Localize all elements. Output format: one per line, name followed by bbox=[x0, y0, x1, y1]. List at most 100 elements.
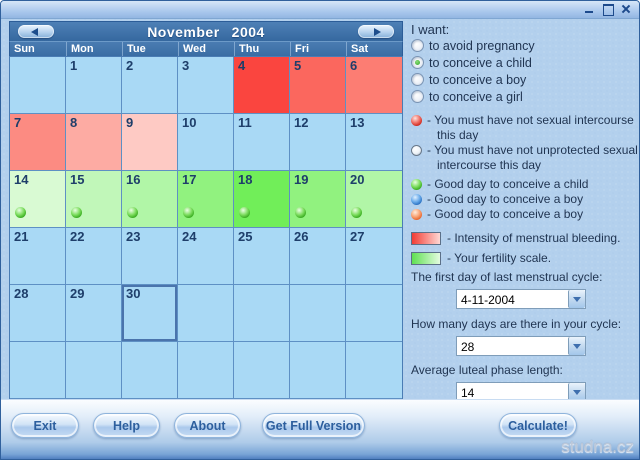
day-cell-15[interactable]: 15 bbox=[66, 171, 122, 228]
combo-dropdown-button[interactable] bbox=[568, 337, 585, 355]
day-cell-empty[interactable] bbox=[290, 285, 346, 342]
day-cell-18[interactable]: 18 bbox=[234, 171, 290, 228]
legend-text: - Good day to conceive a boy bbox=[427, 192, 584, 206]
form-field-label: How many days are there in your cycle: bbox=[411, 317, 622, 331]
goal-option-label: to avoid pregnancy bbox=[429, 38, 535, 53]
radio-icon[interactable] bbox=[411, 56, 424, 69]
combo-value: 28 bbox=[461, 340, 475, 354]
day-number: 23 bbox=[126, 229, 141, 244]
day-number: 10 bbox=[182, 115, 197, 130]
help-button[interactable]: Help bbox=[93, 413, 160, 438]
day-cell-empty[interactable] bbox=[346, 342, 402, 399]
chevron-down-icon bbox=[573, 389, 581, 395]
calendar-grid: 1 2 3 4 5 6 7 8 9 10 11 12 13 14 15 16 17 18 19 20 21 22 23 24 2… bbox=[9, 56, 403, 400]
day-cell-20[interactable]: 20 bbox=[346, 171, 402, 228]
day-cell-29[interactable]: 29 bbox=[66, 285, 122, 342]
day-cell-16[interactable]: 16 bbox=[122, 171, 178, 228]
combo-dropdown-button[interactable] bbox=[568, 383, 585, 401]
day-cell-11[interactable]: 11 bbox=[234, 114, 290, 171]
next-month-button[interactable] bbox=[358, 25, 394, 38]
day-cell-empty[interactable] bbox=[122, 342, 178, 399]
goal-radio-group: to avoid pregnancy to conceive a child to … bbox=[411, 37, 639, 105]
goal-option-2[interactable]: to conceive a boy bbox=[411, 71, 639, 88]
day-cell-12[interactable]: 12 bbox=[290, 114, 346, 171]
weekday-label-sat: Sat bbox=[346, 42, 402, 56]
day-cell-5[interactable]: 5 bbox=[290, 57, 346, 114]
day-number: 15 bbox=[70, 172, 85, 187]
day-cell-19[interactable]: 19 bbox=[290, 171, 346, 228]
day-cell-22[interactable]: 22 bbox=[66, 228, 122, 285]
day-number: 17 bbox=[182, 172, 197, 187]
day-cell-4[interactable]: 4 bbox=[234, 57, 290, 114]
day-number: 22 bbox=[70, 229, 85, 244]
day-number: 7 bbox=[14, 115, 22, 130]
day-number: 14 bbox=[14, 172, 29, 187]
day-cell-empty[interactable] bbox=[346, 285, 402, 342]
day-cell-10[interactable]: 10 bbox=[178, 114, 234, 171]
scale-legend: - Intensity of menstrual bleeding. - Your… bbox=[411, 230, 639, 266]
radio-icon[interactable] bbox=[411, 73, 424, 86]
legend-text: - Good day to conceive a boy bbox=[427, 207, 584, 221]
combo-field-1[interactable]: 28 bbox=[456, 336, 586, 356]
goal-option-0[interactable]: to avoid pregnancy bbox=[411, 37, 639, 54]
combo-value: 4-11-2004 bbox=[461, 293, 515, 307]
day-cell-21[interactable]: 21 bbox=[10, 228, 66, 285]
day-cell-3[interactable]: 3 bbox=[178, 57, 234, 114]
day-cell-7[interactable]: 7 bbox=[10, 114, 66, 171]
legend-text: - Intensity of menstrual bleeding. bbox=[447, 231, 621, 245]
day-cell-2[interactable]: 2 bbox=[122, 57, 178, 114]
exit-button[interactable]: Exit bbox=[11, 413, 79, 438]
day-number: 29 bbox=[70, 286, 85, 301]
minimize-button[interactable] bbox=[583, 3, 597, 15]
day-cell-17[interactable]: 17 bbox=[178, 171, 234, 228]
day-cell-empty[interactable] bbox=[10, 342, 66, 399]
settings-panel: I want: to avoid pregnancy to conceive a … bbox=[411, 19, 639, 402]
day-cell-23[interactable]: 23 bbox=[122, 228, 178, 285]
day-cell-14[interactable]: 14 bbox=[10, 171, 66, 228]
goal-option-1[interactable]: to conceive a child bbox=[411, 54, 639, 71]
prev-month-button[interactable] bbox=[18, 25, 54, 38]
weekday-label-sun: Sun bbox=[14, 43, 35, 55]
day-cell-24[interactable]: 24 bbox=[178, 228, 234, 285]
day-cell-26[interactable]: 26 bbox=[290, 228, 346, 285]
day-cell-empty[interactable] bbox=[10, 57, 66, 114]
legend-text: - You must have not unprotected sexual i… bbox=[427, 143, 638, 172]
day-cell-1[interactable]: 1 bbox=[66, 57, 122, 114]
combo-field-0[interactable]: 4-11-2004 bbox=[456, 289, 586, 309]
day-cell-empty[interactable] bbox=[66, 342, 122, 399]
day-cell-empty[interactable] bbox=[234, 285, 290, 342]
day-cell-8[interactable]: 8 bbox=[66, 114, 122, 171]
day-cell-27[interactable]: 27 bbox=[346, 228, 402, 285]
weekday-label-mon: Mon bbox=[66, 42, 122, 56]
radio-icon[interactable] bbox=[411, 90, 424, 103]
legend-item: - Intensity of menstrual bleeding. bbox=[411, 230, 639, 246]
day-number: 26 bbox=[294, 229, 309, 244]
calendar-month-title: November 2004 bbox=[147, 24, 265, 40]
maximize-button[interactable] bbox=[601, 3, 615, 16]
day-number: 30 bbox=[126, 286, 141, 301]
weekday-label-thu: Thu bbox=[234, 42, 290, 56]
day-cell-empty[interactable] bbox=[178, 342, 234, 399]
radio-icon[interactable] bbox=[411, 39, 424, 52]
form-field-label: Average luteal phase length: bbox=[411, 363, 563, 377]
no-intercourse-icon bbox=[411, 115, 422, 126]
combo-dropdown-button[interactable] bbox=[568, 290, 585, 308]
day-cell-empty[interactable] bbox=[234, 342, 290, 399]
get-full-version-button[interactable]: Get Full Version bbox=[262, 413, 365, 438]
day-cell-9[interactable]: 9 bbox=[122, 114, 178, 171]
day-cell-6[interactable]: 6 bbox=[346, 57, 402, 114]
day-cell-25[interactable]: 25 bbox=[234, 228, 290, 285]
about-button[interactable]: About bbox=[174, 413, 241, 438]
close-button[interactable] bbox=[619, 3, 633, 15]
day-cell-30[interactable]: 30 bbox=[122, 285, 178, 342]
good-day-child-icon bbox=[411, 179, 422, 190]
day-cell-empty[interactable] bbox=[178, 285, 234, 342]
calculate--button[interactable]: Calculate! bbox=[499, 413, 577, 438]
day-cell-empty[interactable] bbox=[290, 342, 346, 399]
legend-text: - Good day to conceive a child bbox=[427, 177, 589, 191]
day-cell-13[interactable]: 13 bbox=[346, 114, 402, 171]
weekday-header-row: Sun Mon Tue Wed Thu Fri Sat bbox=[9, 41, 403, 56]
goal-option-3[interactable]: to conceive a girl bbox=[411, 88, 639, 105]
day-cell-28[interactable]: 28 bbox=[10, 285, 66, 342]
